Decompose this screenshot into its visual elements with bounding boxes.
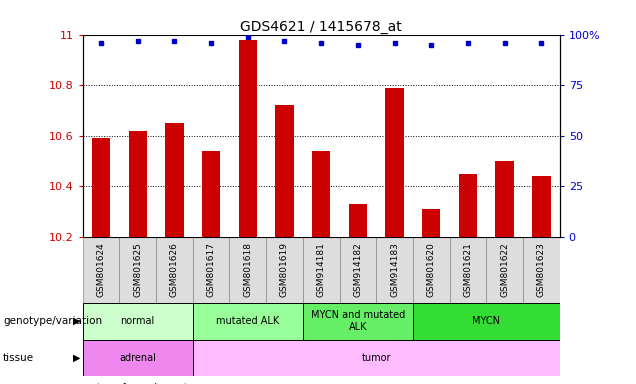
Bar: [312, 151, 330, 237]
Bar: [238, 40, 257, 237]
Text: normal: normal: [121, 316, 155, 326]
Text: GSM801619: GSM801619: [280, 242, 289, 297]
Text: transformed count: transformed count: [97, 383, 188, 384]
Bar: [459, 174, 477, 237]
Text: tumor: tumor: [361, 353, 391, 363]
Bar: [165, 123, 184, 237]
Bar: [413, 303, 560, 339]
Text: GSM801624: GSM801624: [97, 242, 106, 297]
Text: MYCN and mutated
ALK: MYCN and mutated ALK: [311, 310, 405, 332]
Bar: [340, 237, 377, 303]
Bar: [377, 237, 413, 303]
Bar: [193, 303, 303, 339]
Text: GSM801623: GSM801623: [537, 242, 546, 297]
Text: GSM801618: GSM801618: [244, 242, 252, 297]
Text: GSM914182: GSM914182: [354, 242, 363, 297]
Bar: [156, 237, 193, 303]
Bar: [487, 237, 523, 303]
Bar: [303, 303, 413, 339]
Text: ▶: ▶: [73, 353, 80, 363]
Bar: [266, 237, 303, 303]
Bar: [413, 237, 450, 303]
Bar: [202, 151, 220, 237]
Bar: [422, 209, 440, 237]
Bar: [275, 105, 294, 237]
Bar: [120, 237, 156, 303]
Text: adrenal: adrenal: [120, 353, 156, 363]
Bar: [303, 237, 340, 303]
Text: GSM801621: GSM801621: [464, 242, 473, 297]
Bar: [92, 138, 110, 237]
Bar: [385, 88, 404, 237]
Bar: [193, 237, 230, 303]
Bar: [128, 131, 147, 237]
Text: mutated ALK: mutated ALK: [216, 316, 279, 326]
Text: GSM801626: GSM801626: [170, 242, 179, 297]
Bar: [193, 339, 560, 376]
Text: GSM914181: GSM914181: [317, 242, 326, 297]
Bar: [83, 303, 193, 339]
Bar: [83, 339, 193, 376]
Text: GSM914183: GSM914183: [390, 242, 399, 297]
Bar: [83, 237, 120, 303]
Text: tissue: tissue: [3, 353, 34, 363]
Text: GSM801620: GSM801620: [427, 242, 436, 297]
Bar: [450, 237, 487, 303]
Bar: [495, 161, 514, 237]
Text: GSM801625: GSM801625: [133, 242, 142, 297]
Text: GSM801622: GSM801622: [500, 242, 509, 297]
Text: GSM801617: GSM801617: [207, 242, 216, 297]
Text: MYCN: MYCN: [473, 316, 501, 326]
Text: genotype/variation: genotype/variation: [3, 316, 102, 326]
Text: ■: ■: [83, 383, 92, 384]
Bar: [523, 237, 560, 303]
Bar: [230, 237, 266, 303]
Bar: [532, 176, 551, 237]
Title: GDS4621 / 1415678_at: GDS4621 / 1415678_at: [240, 20, 402, 33]
Text: ▶: ▶: [73, 316, 80, 326]
Bar: [349, 204, 367, 237]
